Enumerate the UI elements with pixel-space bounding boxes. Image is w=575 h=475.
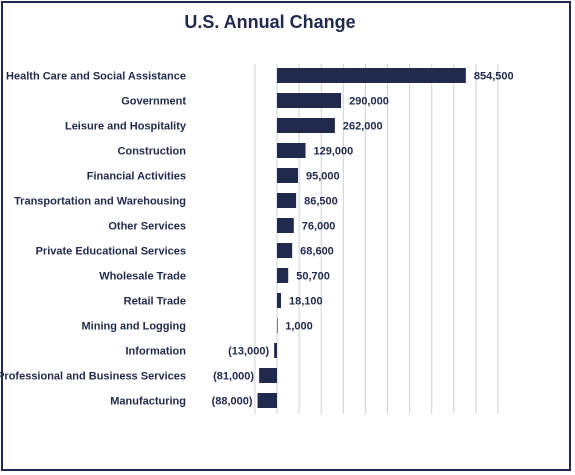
bar	[274, 343, 277, 358]
category-label: Health Care and Social Assistance	[6, 71, 186, 83]
grid-lines	[254, 64, 499, 414]
value-label: 18,100	[289, 296, 323, 308]
value-label: (81,000)	[213, 371, 254, 383]
category-label: Transportation and Warehousing	[14, 196, 186, 208]
category-label: Manufacturing	[110, 396, 186, 408]
category-labels: Health Care and Social Assistance Governm…	[0, 71, 187, 408]
value-label: (13,000)	[228, 346, 269, 358]
bars	[257, 68, 466, 408]
bar	[277, 143, 306, 158]
value-label: 854,500	[474, 71, 514, 83]
value-labels: 854,500 290,000 262,000 129,000 95,000 86,500…	[212, 71, 514, 408]
category-label: Construction	[118, 146, 187, 158]
bar	[277, 243, 293, 258]
value-label: 86,500	[304, 196, 338, 208]
chart-title: U.S. Annual Change	[184, 12, 356, 32]
category-label: Financial Activities	[87, 171, 186, 183]
value-label: 50,700	[296, 271, 330, 283]
bar	[277, 118, 335, 133]
bar	[277, 68, 466, 83]
bar	[277, 218, 294, 233]
value-label: 76,000	[302, 221, 336, 233]
value-label: 290,000	[349, 96, 389, 108]
bar	[259, 368, 277, 383]
bar	[277, 318, 278, 333]
bar	[277, 293, 282, 308]
category-label: Leisure and Hospitality	[65, 121, 187, 133]
bar	[277, 168, 298, 183]
value-label: 129,000	[314, 146, 354, 158]
bar	[277, 93, 342, 108]
value-label: 262,000	[343, 121, 383, 133]
value-label: 95,000	[306, 171, 340, 183]
category-label: Professional and Business Services	[0, 371, 186, 383]
bar	[277, 268, 289, 283]
category-label: Mining and Logging	[82, 321, 186, 333]
value-label: 1,000	[285, 321, 313, 333]
bar	[277, 193, 297, 208]
value-label: (88,000)	[212, 396, 253, 408]
value-label: 68,600	[300, 246, 334, 258]
category-label: Retail Trade	[124, 296, 186, 308]
category-label: Private Educational Services	[36, 246, 186, 258]
bar	[257, 393, 277, 408]
category-label: Wholesale Trade	[99, 271, 186, 283]
category-label: Government	[121, 96, 186, 108]
category-label: Other Services	[108, 221, 186, 233]
category-label: Information	[126, 346, 187, 358]
